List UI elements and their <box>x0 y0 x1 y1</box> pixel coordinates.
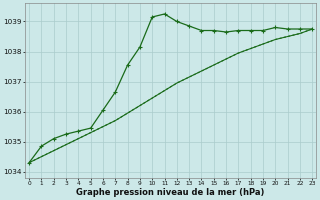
X-axis label: Graphe pression niveau de la mer (hPa): Graphe pression niveau de la mer (hPa) <box>76 188 265 197</box>
